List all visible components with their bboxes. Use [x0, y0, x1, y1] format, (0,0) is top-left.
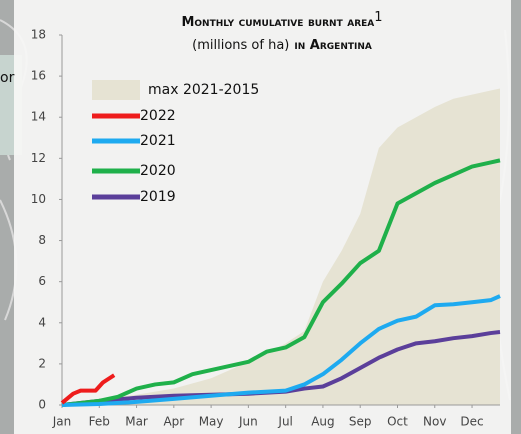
legend-label: max 2021-2015 — [148, 82, 259, 98]
title-note: 1 — [374, 10, 382, 25]
x-tick-label: Oct — [387, 415, 408, 429]
x-tick-label: Apr — [163, 415, 184, 429]
legend-label: 2019 — [140, 189, 176, 205]
subtitle: (millions of ha) in Argentina — [192, 38, 372, 53]
x-tick-label: Jun — [238, 415, 258, 429]
x-tick-label: Dec — [460, 415, 483, 429]
y-tick-label: 12 — [31, 151, 46, 165]
x-tick-label: Mar — [125, 415, 148, 429]
y-tick-label: 16 — [31, 69, 46, 83]
y-tick-label: 6 — [38, 274, 46, 288]
y-tick-label: 14 — [31, 110, 46, 124]
y-tick-label: 0 — [38, 398, 46, 412]
x-tick-label: Nov — [423, 415, 446, 429]
x-tick-label: Jul — [277, 415, 292, 429]
map-label: or — [0, 70, 15, 86]
legend-swatch — [92, 80, 140, 100]
subtitle-suffix: in Argentina — [294, 38, 371, 53]
y-tick-label: 4 — [38, 315, 46, 329]
x-tick-label: Feb — [89, 415, 110, 429]
title-text: Monthly cumulative burnt area — [181, 15, 374, 30]
x-tick-label: May — [199, 415, 224, 429]
legend-label: 2020 — [140, 163, 176, 179]
x-tick-label: Aug — [311, 415, 334, 429]
y-tick-label: 2 — [38, 356, 46, 370]
y-tick-label: 10 — [31, 192, 46, 206]
y-tick-label: 18 — [31, 28, 46, 42]
x-tick-label: Jan — [52, 415, 72, 429]
y-tick-label: 8 — [38, 233, 46, 247]
legend-label: 2021 — [140, 133, 176, 149]
x-tick-label: Sep — [349, 415, 372, 429]
legend-label: 2022 — [140, 108, 176, 124]
chart: or Monthly cumulative burnt area1 (milli… — [0, 0, 521, 434]
subtitle-text: (millions of ha) — [192, 38, 289, 53]
